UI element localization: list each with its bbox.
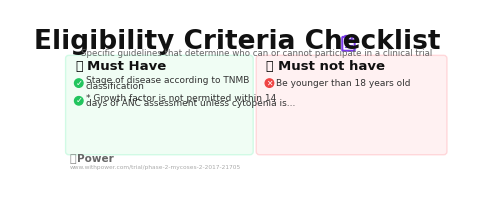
Text: 👍: 👍 — [75, 60, 82, 73]
FancyBboxPatch shape — [256, 55, 447, 155]
Text: Must not have: Must not have — [278, 60, 385, 73]
Text: 👎: 👎 — [266, 60, 273, 73]
Text: Eligibility Criteria Checklist: Eligibility Criteria Checklist — [34, 29, 440, 55]
Text: Must Have: Must Have — [88, 60, 166, 73]
Text: Power: Power — [77, 154, 114, 164]
Text: Stage of disease according to TNMB: Stage of disease according to TNMB — [86, 76, 249, 85]
Text: ✓: ✓ — [76, 79, 82, 88]
FancyBboxPatch shape — [66, 55, 253, 155]
FancyBboxPatch shape — [345, 36, 352, 40]
Text: 𝒟: 𝒟 — [70, 154, 76, 164]
Circle shape — [74, 79, 83, 87]
Circle shape — [265, 79, 274, 87]
Text: Specific guidelines that determine who can or cannot participate in a clinical t: Specific guidelines that determine who c… — [80, 49, 432, 58]
Text: ✕: ✕ — [266, 79, 272, 88]
Circle shape — [74, 97, 83, 105]
Text: www.withpower.com/trial/phase-2-mycoses-2-2017-21705: www.withpower.com/trial/phase-2-mycoses-… — [70, 164, 240, 170]
Text: days of ANC assessment unless cytopenia is...: days of ANC assessment unless cytopenia … — [86, 99, 295, 108]
FancyBboxPatch shape — [342, 37, 354, 51]
Text: * Growth factor is not permitted within 14: * Growth factor is not permitted within … — [86, 94, 276, 103]
Text: ✓: ✓ — [76, 96, 82, 105]
Text: Be younger than 18 years old: Be younger than 18 years old — [276, 79, 411, 88]
Text: classification: classification — [86, 82, 144, 91]
